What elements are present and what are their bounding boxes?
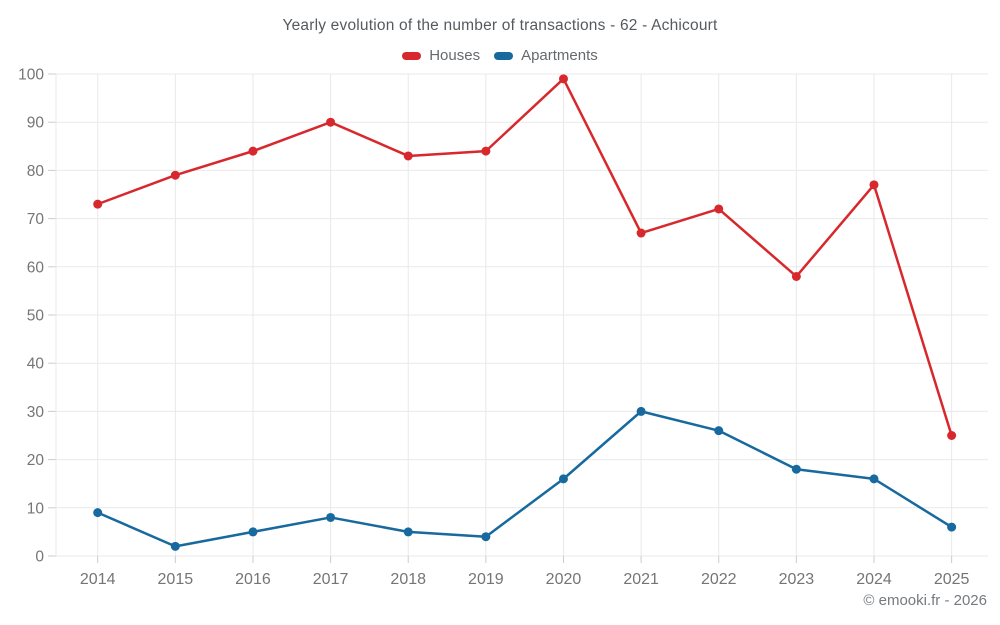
x-axis-label: 2015 <box>158 571 194 588</box>
data-point-apartments-2018[interactable] <box>403 527 413 537</box>
x-axis-label: 2020 <box>546 571 582 588</box>
data-point-houses-2025[interactable] <box>947 431 957 440</box>
data-point-apartments-2023[interactable] <box>791 464 801 474</box>
data-point-houses-2022[interactable] <box>714 204 724 214</box>
y-axis-label: 10 <box>27 500 45 517</box>
data-point-houses-2015[interactable] <box>170 170 180 180</box>
y-axis-label: 40 <box>27 356 45 373</box>
x-axis-label: 2019 <box>468 571 504 588</box>
legend-swatch-houses-icon <box>402 51 422 60</box>
legend-label-houses: Houses <box>429 47 481 64</box>
data-point-apartments-2019[interactable] <box>481 532 491 542</box>
y-axis-label: 20 <box>27 452 45 469</box>
data-point-apartments-2021[interactable] <box>636 406 646 416</box>
data-point-apartments-2024[interactable] <box>869 474 879 484</box>
x-axis-label: 2014 <box>80 571 116 588</box>
y-axis-label: 90 <box>27 115 45 132</box>
data-point-houses-2023[interactable] <box>791 271 801 281</box>
y-axis-label: 100 <box>18 67 44 84</box>
data-point-apartments-2020[interactable] <box>558 474 568 484</box>
y-axis-label: 0 <box>35 549 44 566</box>
chart-legend: Houses Apartments <box>0 47 1000 64</box>
x-axis-label: 2024 <box>856 571 892 588</box>
data-point-houses-2014[interactable] <box>93 199 103 209</box>
data-point-apartments-2015[interactable] <box>170 541 180 551</box>
data-point-houses-2016[interactable] <box>248 146 258 156</box>
data-point-houses-2017[interactable] <box>326 117 336 127</box>
data-point-apartments-2017[interactable] <box>326 512 336 522</box>
data-point-apartments-2022[interactable] <box>714 426 724 436</box>
data-point-houses-2019[interactable] <box>481 146 491 156</box>
x-axis-label: 2022 <box>701 571 737 588</box>
x-axis-label: 2021 <box>623 571 659 588</box>
data-point-apartments-2025[interactable] <box>947 522 957 532</box>
y-axis-label: 60 <box>27 259 45 276</box>
x-axis-label: 2023 <box>779 571 815 588</box>
copyright-credit: © emooki.fr - 2026 <box>863 592 987 609</box>
y-axis-label: 70 <box>27 211 45 228</box>
x-axis-label: 2025 <box>934 571 970 588</box>
data-point-houses-2024[interactable] <box>869 180 879 190</box>
legend-item-apartments[interactable]: Apartments <box>494 47 598 64</box>
series-line-apartments <box>96 410 953 548</box>
y-axis-label: 50 <box>27 308 45 325</box>
x-axis-label: 2016 <box>235 571 271 588</box>
data-point-houses-2020[interactable] <box>558 74 568 84</box>
legend-label-apartments: Apartments <box>521 47 598 64</box>
data-point-houses-2018[interactable] <box>403 151 413 161</box>
legend-item-houses[interactable]: Houses <box>402 47 480 64</box>
y-axis-label: 80 <box>27 163 45 180</box>
data-point-houses-2021[interactable] <box>636 228 646 238</box>
legend-swatch-apartments-icon <box>494 51 514 60</box>
x-axis-label: 2017 <box>313 571 349 588</box>
series-line-houses <box>96 77 953 437</box>
data-point-apartments-2014[interactable] <box>93 508 103 518</box>
y-axis-label: 30 <box>27 404 45 421</box>
x-axis-label: 2018 <box>390 571 426 588</box>
chart-title: Yearly evolution of the number of transa… <box>282 17 718 34</box>
data-point-apartments-2016[interactable] <box>248 527 258 537</box>
